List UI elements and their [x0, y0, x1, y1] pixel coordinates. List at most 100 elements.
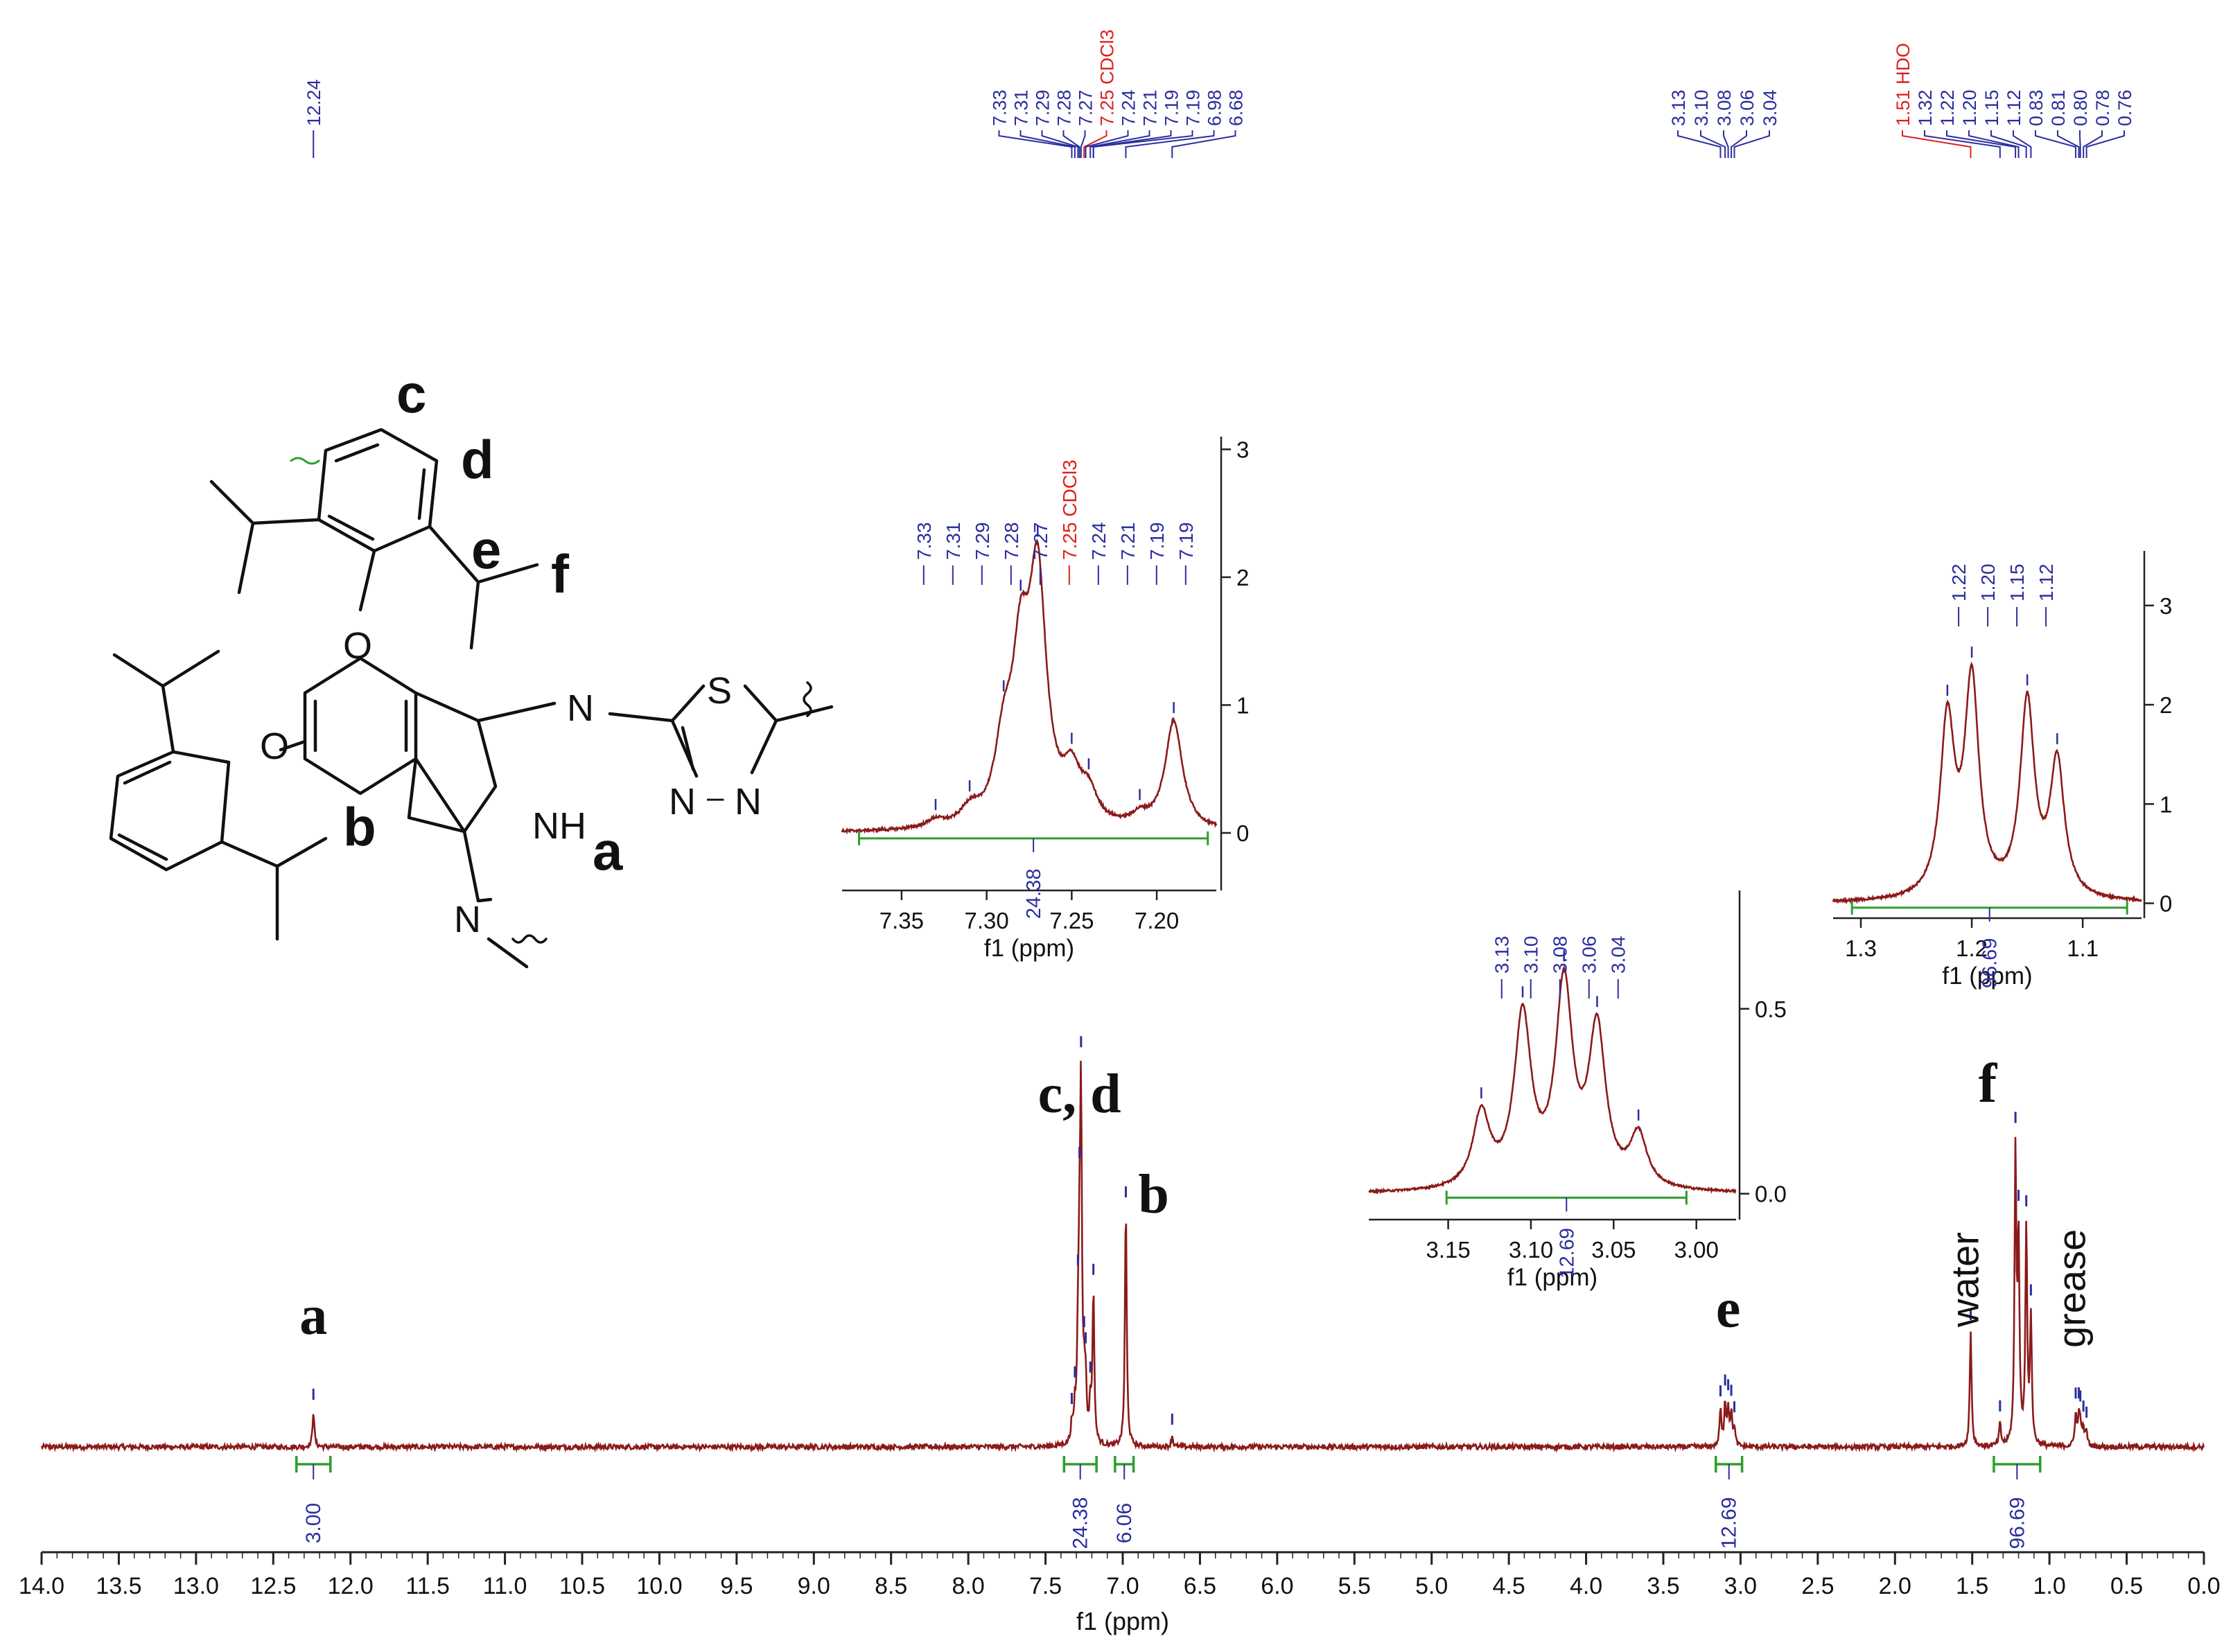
atom-n-ring-2: N: [735, 781, 762, 823]
atom-n-ring-1: N: [669, 781, 696, 823]
label-c: c: [396, 363, 426, 424]
top-peak-connector: [1125, 130, 1215, 158]
inset-peak-label: 7.25 CDCl3: [1059, 459, 1080, 560]
inset-x-title: f1 (ppm): [1507, 1264, 1597, 1291]
assignment-b: b: [1138, 1164, 1169, 1225]
x-tick-label: 11.0: [483, 1573, 527, 1599]
top-peak-label: 1.20: [1959, 89, 1980, 126]
label-b: b: [343, 796, 376, 857]
top-peak-label: 3.06: [1737, 89, 1758, 126]
x-tick-label: 2.5: [1801, 1573, 1834, 1599]
x-tick-label: 5.5: [1338, 1573, 1371, 1599]
x-tick-label: 9.5: [720, 1573, 753, 1599]
top-peak-connector: [2013, 130, 2032, 158]
atom-nh: NH: [532, 805, 586, 847]
integral-bar: 96.69: [1993, 1456, 2042, 1549]
x-tick-label: 8.0: [952, 1573, 985, 1599]
structure-labels: O O N S N N – NH N c d e f b a: [260, 363, 762, 940]
inset-peak-label: 7.24: [1088, 522, 1110, 561]
x-tick-label: 4.5: [1493, 1573, 1525, 1599]
atom-o-upper: O: [343, 625, 372, 667]
inset-methyl: 1.3 1.2 1.1 f1 (ppm) 0 1 2 3 96.69 1.22 1.20 1.15 1.…: [1832, 551, 2172, 990]
x-tick-label: 14.0: [19, 1573, 64, 1599]
inset-spectrum-trace: [1368, 965, 1737, 1195]
top-peak-label: 7.24: [1119, 89, 1139, 126]
x-tick-label: 3.0: [1724, 1573, 1757, 1599]
assignment-cd: c, d: [1038, 1064, 1121, 1125]
top-peak-label: 7.33: [990, 89, 1010, 126]
top-peak-connector: [2079, 130, 2081, 158]
top-peak-label: 0.78: [2092, 89, 2113, 126]
inset-y-tick-label: 0.5: [1755, 996, 1787, 1022]
top-peak-label: 7.21: [1140, 89, 1161, 126]
top-peak-connector: [2085, 130, 2125, 158]
top-peak-connector: [1062, 130, 1080, 158]
inset-methine: 3.15 3.10 3.05 3.00 f1 (ppm) 0.0 0.5 12.69 3.13 3…: [1368, 890, 1787, 1291]
top-peak-label: 12.24: [304, 79, 324, 126]
inset-peak-label: 3.13: [1491, 936, 1513, 974]
inset-y-tick-label: 2: [1236, 565, 1249, 590]
inset-x-tick-label: 7.30: [965, 908, 1009, 933]
assignment-water: water: [1943, 1232, 1987, 1328]
inset-peak-label: 7.31: [943, 522, 964, 561]
inset-integral-value: 24.38: [1023, 869, 1045, 920]
chemical-structure: [109, 428, 834, 969]
top-peak-connector: [1731, 130, 1747, 158]
assignment-e: e: [1716, 1278, 1741, 1339]
inset-peak-label: 3.10: [1521, 936, 1542, 974]
top-peak-connector: [1083, 130, 1107, 158]
x-tick-label: 12.0: [328, 1573, 374, 1599]
x-tick-label: 1.5: [1956, 1573, 1988, 1599]
x-tick-label: 1.0: [2033, 1573, 2066, 1599]
x-tick-label: 13.5: [96, 1573, 141, 1599]
assignment-a: a: [299, 1285, 327, 1346]
inset-x-title: f1 (ppm): [1942, 963, 2032, 990]
inset-x-tick-label: 1.1: [2067, 935, 2099, 961]
x-tick-label: 10.0: [636, 1573, 682, 1599]
inset-x-tick-label: 7.20: [1135, 908, 1179, 933]
assignment-f: f: [1979, 1053, 1998, 1114]
top-peak-label: 0.83: [2026, 89, 2047, 126]
inset-x-title: f1 (ppm): [984, 935, 1074, 962]
top-peak-connector: [1924, 130, 2001, 158]
inset-peak-label: 3.06: [1579, 936, 1600, 974]
x-tick-label: 2.0: [1879, 1573, 1911, 1599]
integral-value: 6.06: [1113, 1503, 1136, 1543]
inset-peak-label: 7.21: [1117, 522, 1139, 561]
inset-peak-label: 3.08: [1550, 936, 1571, 974]
top-peak-label: 0.76: [2114, 89, 2135, 126]
top-peak-label: 6.68: [1226, 89, 1247, 126]
x-tick-label: 6.0: [1261, 1573, 1293, 1599]
inset-peak-label: 7.19: [1146, 522, 1168, 561]
integral-bar: 6.06: [1113, 1456, 1136, 1543]
top-peak-connector: [1080, 130, 1086, 158]
top-peak-label: 1.32: [1915, 89, 1936, 126]
inset-aromatic: 7.35 7.30 7.25 7.20 f1 (ppm) 0 1 2 3 24.38 7.33 7.3…: [841, 437, 1249, 962]
top-peak-label: 7.25 CDCl3: [1097, 29, 1118, 126]
label-a: a: [593, 820, 623, 881]
inset-x-tick-label: 1.3: [1845, 935, 1877, 961]
integral-value: 3.00: [302, 1503, 325, 1543]
x-tick-label: 7.5: [1029, 1573, 1062, 1599]
inset-y-tick-label: 1: [1236, 692, 1249, 718]
integral-bar: 24.38: [1062, 1456, 1098, 1549]
inset-peak-label: 1.12: [2035, 564, 2057, 602]
inset-x-tick-label: 7.35: [879, 908, 924, 933]
atom-n-lower: N: [454, 899, 481, 940]
inset-peak-label: 7.27: [1030, 522, 1051, 561]
top-peak-label: 3.10: [1691, 89, 1712, 126]
atom-n-imine: N: [567, 687, 594, 729]
inset-spectrum-trace: [841, 538, 1218, 835]
inset-x-tick-label: 3.10: [1509, 1237, 1553, 1263]
inset-y-tick-label: 2: [2160, 692, 2172, 718]
top-peak-label: 7.31: [1011, 89, 1032, 126]
x-tick-label: 6.5: [1184, 1573, 1216, 1599]
inset-peak-label: 1.22: [1948, 564, 1970, 602]
x-tick-label: 12.5: [250, 1573, 296, 1599]
top-peak-label: 7.19: [1183, 89, 1204, 126]
inset-spectrum-trace: [1832, 661, 2142, 905]
inset-y-tick-label: 0: [2160, 891, 2172, 917]
top-peak-connector: [1089, 130, 1150, 158]
top-peak-label: 1.15: [1981, 89, 2002, 126]
